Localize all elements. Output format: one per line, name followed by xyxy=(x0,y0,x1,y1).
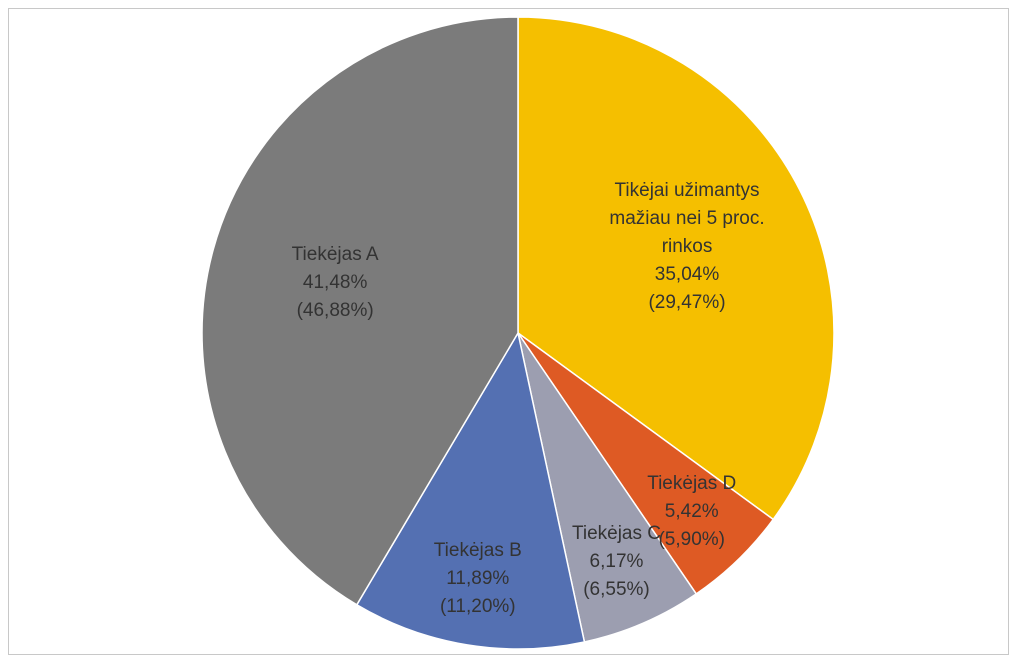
pie-slice xyxy=(355,330,586,650)
slice-label: Tikėjai užimantys mažiau nei 5 proc. rin… xyxy=(597,177,777,317)
slice-label: Tiekėjas A 41,48% (46,88%) xyxy=(245,241,425,325)
slice-label: Tiekėjas B 11,89% (11,20%) xyxy=(388,537,568,621)
slice-label: Tiekėjas C 6,17% (6,55%) xyxy=(526,520,706,604)
category-label: Tiekėjas A xyxy=(291,243,379,265)
value-label: 6,17% xyxy=(589,551,644,573)
slice-label: Tiekėjas D 5,42% (5,90%) xyxy=(602,470,782,554)
secondary-value-label: (11,20%) xyxy=(439,596,516,618)
secondary-value-label: (6,55%) xyxy=(583,579,650,601)
secondary-value-label: (29,47%) xyxy=(648,292,726,314)
category-label: Tiekėjas B xyxy=(433,540,522,562)
chart-frame xyxy=(8,8,1009,655)
secondary-value-label: (46,88%) xyxy=(296,299,374,321)
category-label: Tiekėjas D xyxy=(647,473,737,495)
value-label: 41,48% xyxy=(302,271,368,293)
secondary-value-label: (5,90%) xyxy=(658,529,725,551)
pie-slice xyxy=(201,16,519,606)
category-label: Tiekėjas C xyxy=(571,523,661,545)
value-label: 5,42% xyxy=(664,501,719,523)
value-label: 35,04% xyxy=(654,264,720,286)
category-label: Tikėjai užimantys mažiau nei 5 proc. rin… xyxy=(609,180,765,258)
pie-slice xyxy=(517,332,698,643)
value-label: 11,89% xyxy=(446,568,510,590)
pie-slice xyxy=(517,16,835,521)
